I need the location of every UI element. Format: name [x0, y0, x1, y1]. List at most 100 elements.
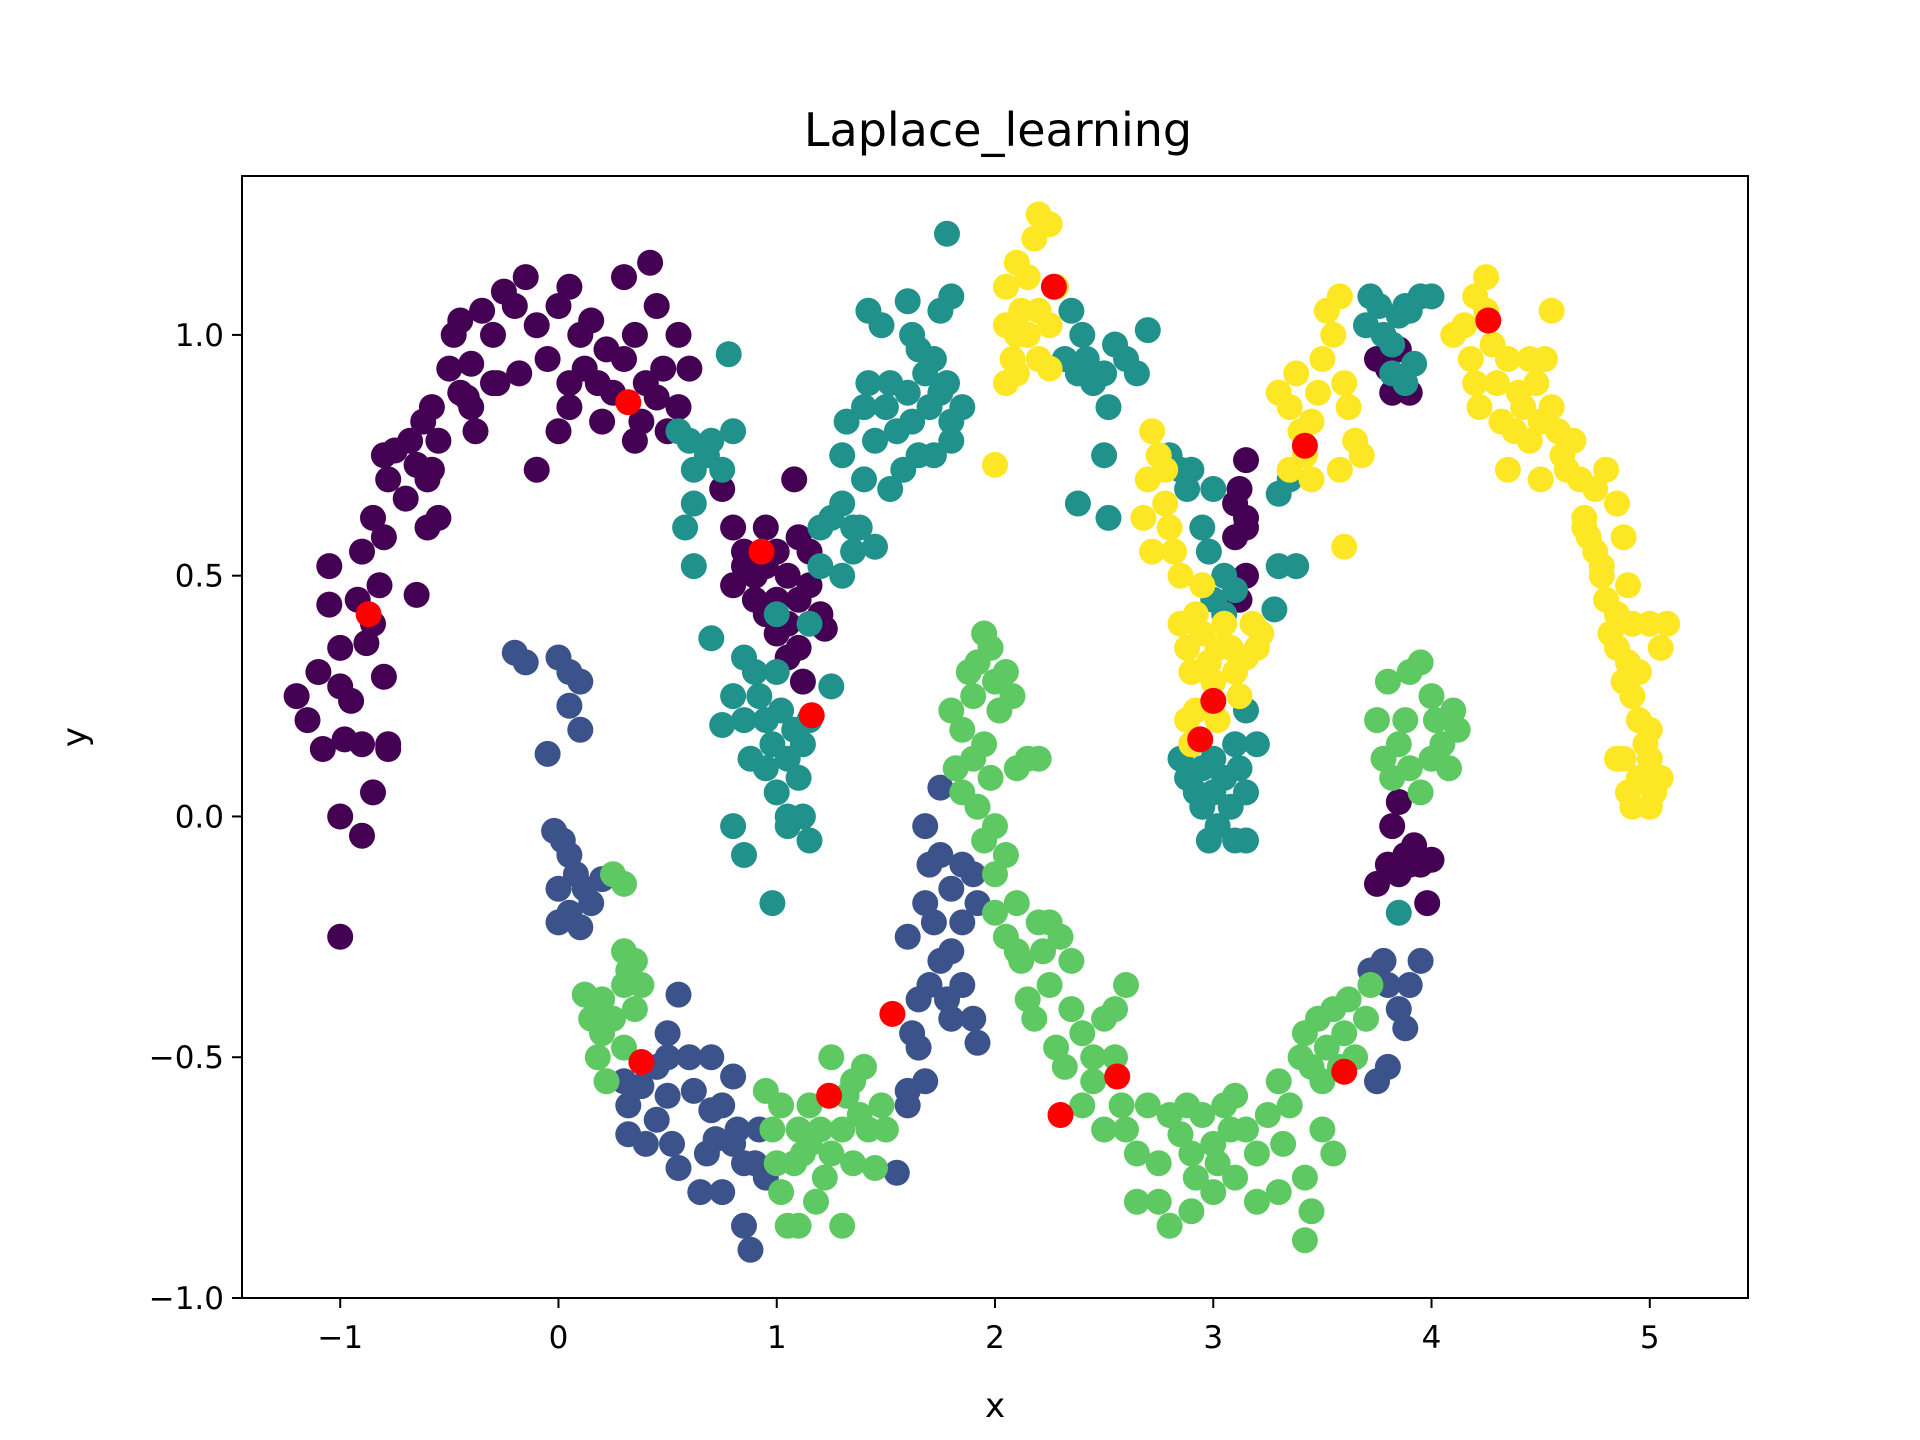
labeled-point: [1187, 726, 1214, 753]
x-tick-label: 0: [549, 1320, 569, 1356]
data-point-class1: [615, 1092, 642, 1119]
data-point-class3: [768, 1092, 795, 1119]
data-point-class4: [1560, 427, 1587, 454]
data-point-class2: [1233, 779, 1259, 806]
data-point-class3: [621, 996, 648, 1023]
data-point-class3: [1145, 1150, 1172, 1177]
labeled-point: [1475, 307, 1502, 334]
data-point-class0: [796, 572, 823, 599]
data-point-class2: [1123, 360, 1150, 387]
data-point-class2: [1195, 538, 1222, 565]
data-point-class3: [1364, 707, 1390, 734]
data-point-class2: [829, 442, 856, 469]
labeled-point: [1040, 273, 1067, 300]
data-point-class2: [1064, 490, 1091, 517]
data-point-class2: [731, 842, 757, 868]
data-point-class0: [643, 384, 670, 411]
data-point-class4: [1523, 370, 1550, 397]
data-point-class4: [1619, 683, 1646, 710]
data-point-class3: [938, 697, 965, 724]
data-point-class3: [1182, 1164, 1209, 1191]
data-point-class1: [676, 1044, 703, 1071]
data-point-class2: [862, 427, 888, 454]
data-point-class0: [349, 822, 375, 849]
data-point-class4: [1451, 312, 1478, 339]
data-point-class2: [1174, 476, 1201, 502]
data-point-class1: [643, 1106, 670, 1133]
data-point-class3: [1047, 923, 1074, 950]
data-point-class4: [1335, 394, 1362, 421]
labeled-point: [355, 601, 382, 628]
data-point-class3: [1167, 1121, 1194, 1148]
data-point-class0: [366, 572, 393, 599]
data-point-class0: [338, 687, 365, 714]
data-point-class4: [1588, 553, 1615, 580]
data-point-class1: [938, 938, 965, 965]
data-point-class2: [855, 370, 882, 397]
data-point-class1: [1407, 947, 1434, 974]
data-point-class3: [964, 793, 991, 820]
data-point-class3: [1145, 1188, 1172, 1215]
data-point-class2: [741, 659, 768, 685]
data-point-class2: [1095, 394, 1122, 421]
data-point-class3: [1357, 972, 1384, 998]
data-point-class3: [829, 1116, 856, 1143]
data-point-class4: [1516, 427, 1543, 454]
data-point-class3: [1058, 996, 1085, 1023]
data-point-class2: [1226, 755, 1253, 782]
data-point-class0: [637, 249, 664, 276]
data-point-class4: [1462, 283, 1489, 310]
data-point-class2: [905, 336, 932, 363]
data-point-class4: [1571, 514, 1598, 541]
data-point-class3: [1407, 779, 1434, 806]
data-point-class2: [1095, 504, 1122, 531]
data-point-class2: [720, 813, 747, 840]
data-point-class4: [1604, 601, 1630, 628]
data-point-class0: [370, 663, 397, 690]
data-point-class0: [403, 581, 430, 608]
data-point-class4: [1305, 379, 1331, 406]
data-point-class3: [768, 1179, 795, 1206]
labeled-point: [879, 1000, 906, 1027]
data-point-class0: [621, 321, 648, 348]
data-point-class4: [1003, 360, 1030, 387]
data-point-class3: [1036, 972, 1063, 998]
data-point-class0: [370, 442, 397, 469]
data-point-class0: [414, 514, 441, 541]
data-point-class4: [1211, 610, 1238, 637]
data-point-class2: [1392, 370, 1419, 397]
data-point-class3: [1178, 1198, 1205, 1225]
data-point-class4: [1538, 297, 1565, 324]
data-point-class4: [1161, 538, 1187, 565]
data-point-class3: [1265, 1068, 1292, 1095]
labeled-point: [628, 1049, 655, 1075]
data-point-class3: [1233, 1116, 1259, 1143]
data-point-class0: [327, 803, 354, 830]
data-point-class3: [593, 1068, 620, 1095]
data-point-class1: [1364, 1068, 1390, 1095]
data-point-class4: [1494, 346, 1521, 372]
data-point-class4: [1156, 514, 1183, 541]
data-point-class2: [752, 755, 779, 782]
data-point-class3: [862, 1155, 888, 1181]
data-point-class3: [628, 972, 655, 998]
data-point-class1: [654, 1020, 681, 1047]
data-point-class1: [567, 914, 594, 941]
data-point-class0: [418, 456, 445, 483]
data-point-class3: [584, 1044, 611, 1071]
data-point-class2: [1200, 745, 1227, 772]
data-point-class1: [912, 813, 939, 840]
data-point-class0: [375, 731, 402, 758]
data-point-class3: [811, 1164, 838, 1191]
data-point-class3: [1008, 947, 1035, 974]
data-point-class3: [1069, 1020, 1096, 1047]
y-axis: −1.0 −0.5 0.0 0.5 1.0: [149, 318, 242, 1317]
data-point-class4: [992, 273, 1019, 300]
data-point-class1: [687, 1179, 714, 1206]
data-point-class2: [894, 288, 921, 315]
data-point-class1: [720, 1063, 747, 1090]
data-point-class4: [1326, 283, 1353, 310]
data-point-class0: [789, 668, 816, 695]
data-point-class0: [545, 293, 572, 319]
data-point-class3: [1374, 668, 1401, 695]
